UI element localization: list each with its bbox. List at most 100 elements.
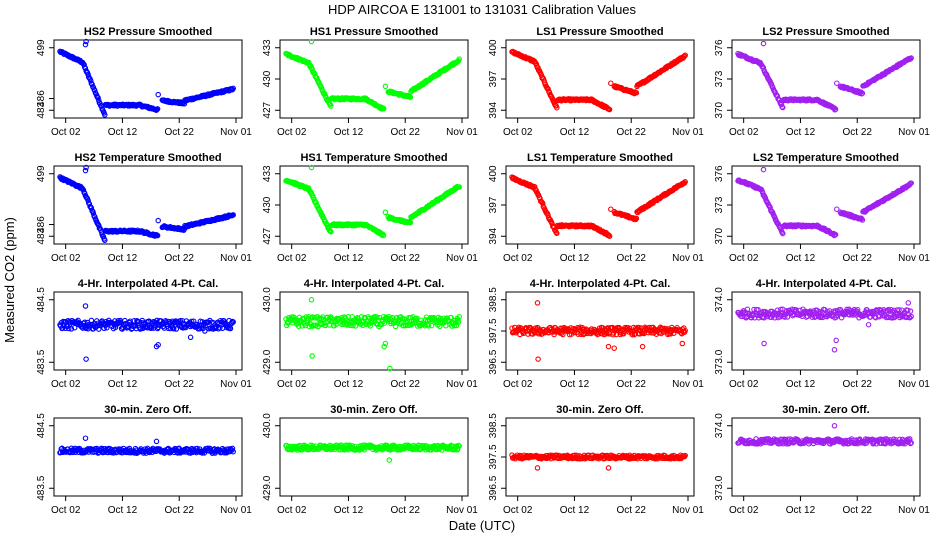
x-tick-label: Nov 01 bbox=[898, 505, 930, 516]
data-point bbox=[380, 105, 387, 112]
panel-0-1: HS1 Pressure Smoothed 427 430 433 Oct 02 Oct … bbox=[262, 26, 478, 138]
x-tick-label: Oct 12 bbox=[334, 379, 364, 390]
x-tick-label: Oct 12 bbox=[560, 127, 590, 138]
outlier-point bbox=[308, 164, 315, 171]
outlier-point bbox=[155, 217, 161, 224]
y-tick-label: 370 bbox=[714, 101, 725, 118]
y-tick-label: 374.0 bbox=[714, 413, 725, 438]
data-point bbox=[102, 237, 108, 244]
outlier-point bbox=[202, 328, 208, 334]
plot-frame bbox=[53, 165, 243, 245]
y-tick-label: 430.0 bbox=[262, 413, 273, 438]
y-tick-label: 429.0 bbox=[262, 475, 273, 500]
plot-frame bbox=[53, 417, 243, 497]
data-point bbox=[177, 318, 184, 324]
data-point bbox=[832, 106, 839, 113]
x-tick-label: Nov 01 bbox=[898, 379, 930, 390]
outlier-point bbox=[83, 356, 89, 362]
data-point bbox=[100, 233, 106, 239]
y-tick-label: 397 bbox=[488, 196, 499, 213]
y-tick-label: 483.5 bbox=[36, 349, 47, 374]
y-tick-label: 398.5 bbox=[488, 413, 499, 438]
data-point bbox=[560, 331, 566, 338]
outlier-point bbox=[382, 209, 389, 216]
outlier-point bbox=[382, 83, 389, 90]
data-point bbox=[682, 452, 688, 459]
x-tick-label: Oct 02 bbox=[51, 253, 81, 264]
panel-0-3: LS2 Pressure Smoothed 370 373 376 Oct 02 Oct … bbox=[714, 26, 930, 138]
data-point bbox=[428, 322, 435, 329]
panel-3-3: 30-min. Zero Off. 373.0 374.0 Oct 02 Oct 12 O… bbox=[714, 404, 930, 516]
x-tick-label: Nov 01 bbox=[672, 505, 704, 516]
outlier-point bbox=[761, 340, 767, 347]
x-tick-label: Oct 02 bbox=[729, 379, 759, 390]
x-tick-label: Nov 01 bbox=[446, 253, 478, 264]
data-point bbox=[885, 306, 892, 313]
x-tick-label: Nov 01 bbox=[220, 127, 252, 138]
data-point bbox=[91, 213, 97, 219]
data-points bbox=[509, 300, 688, 362]
panel-title: HS1 Pressure Smoothed bbox=[310, 26, 438, 38]
outlier-point bbox=[309, 353, 315, 359]
data-point bbox=[759, 189, 766, 196]
x-tick-label: Oct 02 bbox=[51, 505, 81, 516]
data-points bbox=[735, 40, 914, 113]
panel-title: 4-Hr. Interpolated 4-Pt. Cal. bbox=[756, 278, 897, 290]
y-axis-label: Measured CO2 (ppm) bbox=[2, 217, 17, 343]
data-point bbox=[221, 318, 227, 324]
x-tick-label: Oct 02 bbox=[277, 505, 307, 516]
outlier-point bbox=[865, 321, 872, 328]
x-tick-label: Oct 02 bbox=[503, 505, 533, 516]
outlier-point bbox=[187, 334, 194, 341]
x-tick-label: Oct 02 bbox=[277, 253, 307, 264]
data-point bbox=[358, 314, 365, 320]
data-point bbox=[744, 306, 751, 313]
plot-frame bbox=[279, 291, 469, 371]
outlier-point bbox=[308, 297, 315, 303]
x-tick-label: Nov 01 bbox=[220, 253, 252, 264]
y-tick-label: 429.0 bbox=[262, 349, 273, 374]
data-point bbox=[89, 81, 95, 88]
data-point bbox=[68, 326, 75, 332]
y-tick-label: 486 bbox=[36, 216, 47, 233]
outlier-point bbox=[831, 347, 838, 353]
panel-1-3: LS2 Temperature Smoothed 370 373 376 Oct 02 O… bbox=[714, 152, 930, 264]
data-point bbox=[782, 314, 788, 320]
x-tick-label: Oct 22 bbox=[390, 379, 420, 390]
data-points bbox=[735, 166, 914, 239]
outlier-point bbox=[611, 345, 617, 351]
data-points bbox=[283, 297, 462, 372]
y-tick-label: 484.5 bbox=[36, 287, 47, 312]
data-point bbox=[896, 307, 902, 313]
y-tick-label: 376 bbox=[714, 165, 725, 182]
data-point bbox=[102, 112, 108, 118]
outlier-point bbox=[605, 465, 612, 471]
data-point bbox=[318, 209, 324, 216]
y-tick-label: 483.5 bbox=[36, 475, 47, 500]
data-point bbox=[876, 314, 882, 320]
data-point bbox=[633, 215, 640, 222]
outlier-point bbox=[534, 300, 541, 306]
x-tick-label: Oct 02 bbox=[729, 253, 759, 264]
x-tick-label: Oct 12 bbox=[786, 379, 816, 390]
figure-title: HDP AIRCOA E 131001 to 131031 Calibratio… bbox=[328, 2, 637, 17]
data-point bbox=[96, 222, 102, 229]
y-tick-label: 373 bbox=[714, 70, 725, 87]
panel-title: HS1 Temperature Smoothed bbox=[300, 152, 447, 164]
outlier-point bbox=[153, 438, 160, 445]
x-tick-label: Oct 02 bbox=[729, 505, 759, 516]
outlier-point bbox=[760, 166, 767, 173]
data-point bbox=[328, 103, 334, 109]
outlier-point bbox=[155, 342, 161, 348]
x-tick-label: Nov 01 bbox=[446, 127, 478, 138]
data-point bbox=[779, 104, 785, 110]
data-point bbox=[170, 326, 177, 332]
x-tick-label: Oct 12 bbox=[334, 127, 364, 138]
panel-3-0: 30-min. Zero Off. 483.5 484.5 Oct 02 Oct 12 O… bbox=[36, 404, 252, 516]
data-point bbox=[778, 101, 785, 108]
data-point bbox=[456, 314, 462, 320]
data-point bbox=[451, 322, 458, 329]
outlier-point bbox=[83, 38, 89, 45]
x-tick-label: Nov 01 bbox=[446, 379, 478, 390]
